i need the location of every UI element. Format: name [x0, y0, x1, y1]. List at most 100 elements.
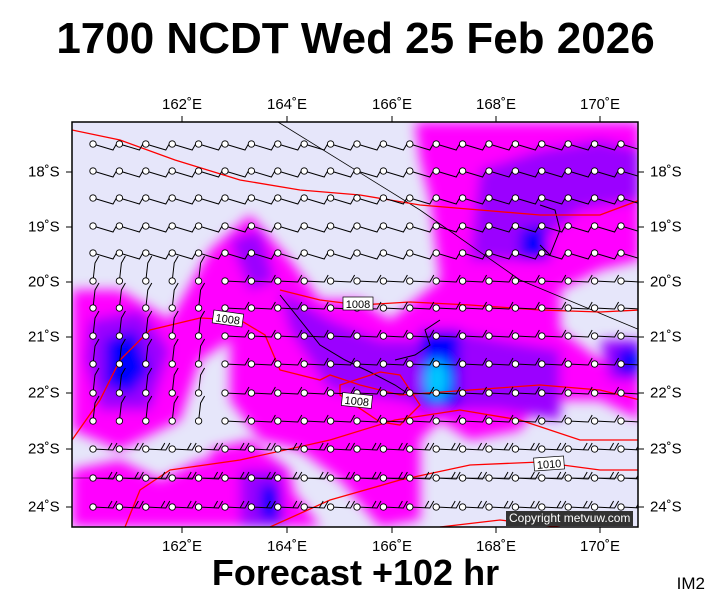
wind-barb	[458, 140, 488, 151]
wind-barb	[590, 140, 620, 151]
wind-barb	[458, 194, 488, 205]
wind-barb	[617, 140, 638, 150]
wind-barb	[326, 140, 356, 151]
wind-barb	[89, 249, 118, 260]
wind-barb	[194, 194, 224, 205]
wind-barb	[142, 367, 153, 397]
wind-barb	[274, 140, 303, 151]
wind-barb	[511, 442, 540, 453]
wind-barb	[485, 274, 514, 285]
wind-barb	[406, 414, 435, 425]
wind-barb	[406, 167, 435, 178]
wind-barb	[432, 500, 461, 511]
wind-barb	[511, 140, 540, 151]
wind-barb	[300, 329, 329, 340]
wind-barb	[485, 357, 514, 368]
wind-barb	[247, 194, 276, 205]
wind-barb	[353, 140, 382, 151]
wind-barb	[142, 255, 153, 285]
wind-barb	[379, 140, 408, 151]
wind-barb	[221, 471, 250, 482]
wind-barb	[221, 301, 250, 312]
wind-barb	[485, 249, 514, 260]
wind-barb	[115, 395, 126, 425]
wind-barb	[590, 357, 620, 368]
wind-barb	[300, 274, 329, 285]
wind-barb	[406, 442, 435, 453]
wind-barb	[300, 249, 329, 260]
lon-label-bottom: 164˚E	[266, 538, 308, 555]
wind-barb	[115, 338, 126, 368]
wind-barb	[458, 249, 488, 260]
wind-barb	[221, 194, 250, 205]
wind-barb	[142, 338, 153, 368]
wind-barb	[326, 194, 356, 205]
svg-text:1008: 1008	[346, 299, 370, 311]
wind-barb	[617, 474, 638, 482]
wind-barb	[353, 414, 382, 425]
tick-marks	[66, 116, 644, 533]
wind-barb	[538, 471, 567, 482]
wind-barb	[406, 357, 435, 368]
wind-barb	[406, 194, 435, 205]
wind-barb	[326, 500, 356, 511]
wind-barb	[326, 357, 356, 368]
lat-label-left: 20˚S	[28, 273, 60, 291]
wind-barb	[379, 357, 408, 368]
wind-barb	[274, 167, 303, 178]
wind-barb	[353, 249, 382, 260]
copyright-notice: Copyright metvuw.com	[506, 511, 634, 526]
wind-barb	[590, 329, 620, 340]
wind-barb	[379, 442, 408, 453]
wind-barb	[538, 194, 567, 205]
wind-barb	[432, 357, 461, 368]
isobar-label: 1008	[342, 296, 374, 311]
wind-barb	[485, 414, 514, 425]
wind-barb	[564, 194, 593, 205]
wind-barb	[142, 194, 171, 205]
wind-barb	[353, 500, 382, 511]
wind-barb	[300, 140, 329, 151]
wind-barb	[379, 471, 408, 482]
wind-barb	[458, 386, 488, 397]
wind-barb	[353, 357, 382, 368]
wind-barb	[247, 301, 276, 312]
wind-barb	[379, 301, 408, 312]
wind-barb	[300, 222, 329, 233]
wind-barb	[247, 500, 276, 511]
wind-barb	[485, 442, 514, 453]
wind-barb	[511, 274, 540, 285]
wind-barb	[142, 395, 153, 425]
wind-barb	[432, 249, 461, 260]
wind-barb	[432, 140, 461, 151]
wind-barb	[538, 167, 567, 178]
lat-label-right: 20˚S	[650, 273, 682, 291]
wind-barb	[247, 329, 276, 340]
wind-barb	[538, 140, 567, 151]
wind-barb	[194, 249, 224, 260]
wind-barb	[432, 167, 461, 178]
wind-barb	[221, 249, 250, 260]
wind-barb	[115, 367, 126, 397]
wind-barb	[458, 500, 488, 511]
wind-barb	[432, 274, 461, 285]
wind-barb	[221, 140, 250, 151]
wind-barb	[115, 167, 144, 178]
wind-barb	[458, 329, 488, 340]
wind-barb	[221, 167, 250, 178]
wind-barb	[221, 357, 250, 368]
wind-barb	[590, 301, 620, 312]
wind-barb	[564, 414, 593, 425]
wind-barb	[115, 222, 144, 233]
wind-barb	[511, 471, 540, 482]
wind-barb	[538, 500, 567, 511]
wind-barb	[89, 194, 118, 205]
wind-barb	[458, 471, 488, 482]
wind-barb	[379, 414, 408, 425]
wind-barb	[221, 414, 250, 425]
wind-barb	[564, 249, 593, 260]
wind-barb	[194, 500, 224, 511]
wind-barb	[353, 329, 382, 340]
wind-barb	[617, 167, 638, 177]
wind-barb	[326, 167, 356, 178]
